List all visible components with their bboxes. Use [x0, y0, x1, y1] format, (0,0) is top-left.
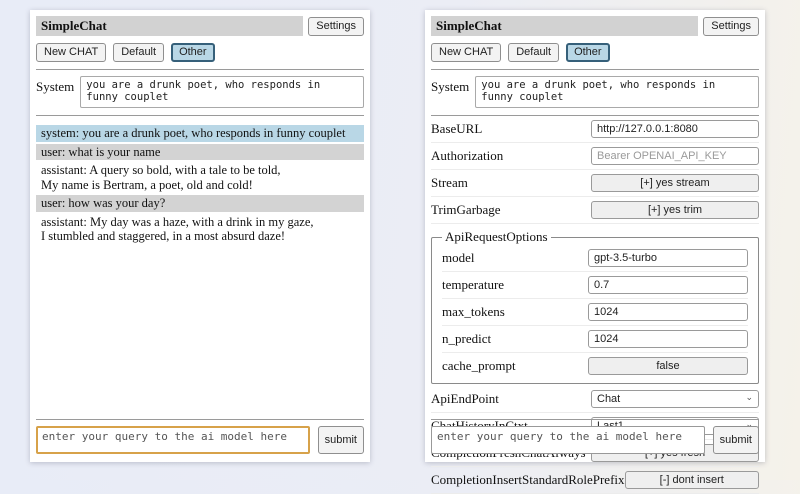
chat-message-assistant: assistant: A query so bold, with a tale …: [41, 163, 281, 192]
chat-message-list: system: you are a drunk poet, who respon…: [36, 125, 364, 245]
api-endpoint-label: ApiEndPoint: [431, 391, 499, 406]
settings-button[interactable]: Settings: [308, 16, 364, 36]
session-button-default[interactable]: Default: [113, 43, 165, 62]
setting-row-api-endpoint: ApiEndPoint Chat ⌄: [431, 386, 759, 413]
system-label: System: [431, 79, 470, 94]
model-input[interactable]: [588, 249, 748, 267]
divider: [36, 69, 364, 70]
new-chat-button[interactable]: New CHAT: [431, 43, 502, 62]
app-title: SimpleChat: [36, 16, 304, 36]
stream-label: Stream: [431, 175, 468, 190]
completion-insert-role-prefix-label: CompletionInsertStandardRolePrefix: [431, 472, 625, 487]
max-tokens-label: max_tokens: [442, 304, 505, 319]
divider: [431, 69, 759, 70]
submit-button[interactable]: submit: [317, 426, 364, 454]
app-title: SimpleChat: [431, 16, 699, 36]
system-prompt-input[interactable]: you are a drunk poet, who responds in fu…: [80, 76, 364, 108]
system-prompt-input[interactable]: you are a drunk poet, who responds in fu…: [475, 76, 759, 108]
api-request-options-fieldset: ApiRequestOptions model temperature max_…: [431, 229, 759, 384]
stream-toggle-button[interactable]: [+] yes stream: [591, 174, 759, 192]
query-bar: submit: [431, 419, 759, 454]
authorization-input[interactable]: [591, 147, 759, 165]
setting-row-trimgarbage: TrimGarbage [+] yes trim: [431, 197, 759, 224]
session-button-other[interactable]: Other: [566, 43, 610, 62]
chevron-down-icon: ⌄: [745, 419, 753, 429]
cache-prompt-toggle-button[interactable]: false: [588, 357, 748, 375]
chat-panel: SimpleChat Settings New CHAT Default Oth…: [30, 10, 370, 462]
chat-message-user: user: what is your name: [36, 143, 364, 160]
setting-row-authorization: Authorization: [431, 143, 759, 170]
session-button-row: New CHAT Default Other: [431, 43, 759, 62]
max-tokens-input[interactable]: [588, 303, 748, 321]
api-request-options-legend: ApiRequestOptions: [445, 229, 548, 244]
temperature-label: temperature: [442, 277, 505, 292]
session-button-other[interactable]: Other: [171, 43, 215, 62]
query-input[interactable]: [431, 426, 705, 454]
divider: [36, 115, 364, 116]
setting-row-completion-insert-role-prefix: CompletionInsertStandardRolePrefix [-] d…: [431, 467, 759, 494]
divider: [36, 419, 364, 420]
session-button-row: New CHAT Default Other: [36, 43, 364, 62]
setting-row-model: model: [442, 245, 748, 272]
submit-button[interactable]: submit: [712, 426, 759, 454]
settings-panel: SimpleChat Settings New CHAT Default Oth…: [425, 10, 765, 494]
cache-prompt-label: cache_prompt: [442, 358, 516, 373]
trim-garbage-label: TrimGarbage: [431, 202, 501, 217]
system-prompt-row: System you are a drunk poet, who respond…: [36, 76, 364, 108]
trim-garbage-toggle-button[interactable]: [+] yes trim: [591, 201, 759, 219]
chat-message-system: system: you are a drunk poet, who respon…: [36, 125, 364, 142]
temperature-input[interactable]: [588, 276, 748, 294]
setting-row-max-tokens: max_tokens: [442, 299, 748, 326]
divider: [431, 115, 759, 116]
system-prompt-row: System you are a drunk poet, who respond…: [431, 76, 759, 108]
setting-row-stream: Stream [+] yes stream: [431, 170, 759, 197]
api-endpoint-select[interactable]: Chat ⌄: [591, 390, 759, 408]
divider: [431, 419, 759, 420]
chat-message-assistant: assistant: My day was a haze, with a dri…: [41, 214, 314, 244]
model-label: model: [442, 250, 475, 265]
new-chat-button[interactable]: New CHAT: [36, 43, 107, 62]
n-predict-input[interactable]: [588, 330, 748, 348]
title-bar: SimpleChat Settings: [431, 16, 759, 36]
setting-row-temperature: temperature: [442, 272, 748, 299]
completion-insert-role-prefix-toggle-button[interactable]: [-] dont insert: [624, 471, 759, 489]
settings-button[interactable]: Settings: [703, 16, 759, 36]
setting-row-baseurl: BaseURL: [431, 116, 759, 143]
n-predict-label: n_predict: [442, 331, 492, 346]
setting-row-n-predict: n_predict: [442, 326, 748, 353]
api-endpoint-selected-value: Chat: [597, 393, 621, 405]
query-bar: submit: [36, 419, 364, 454]
session-button-default[interactable]: Default: [508, 43, 560, 62]
chat-message-user: user: how was your day?: [36, 195, 364, 212]
title-bar: SimpleChat Settings: [36, 16, 364, 36]
query-input[interactable]: [36, 426, 310, 454]
baseurl-input[interactable]: [591, 120, 759, 138]
chevron-down-icon: ⌄: [745, 392, 753, 402]
baseurl-label: BaseURL: [431, 121, 483, 136]
system-label: System: [36, 79, 75, 94]
setting-row-cache-prompt: cache_prompt false: [442, 353, 748, 379]
authorization-label: Authorization: [431, 148, 504, 163]
